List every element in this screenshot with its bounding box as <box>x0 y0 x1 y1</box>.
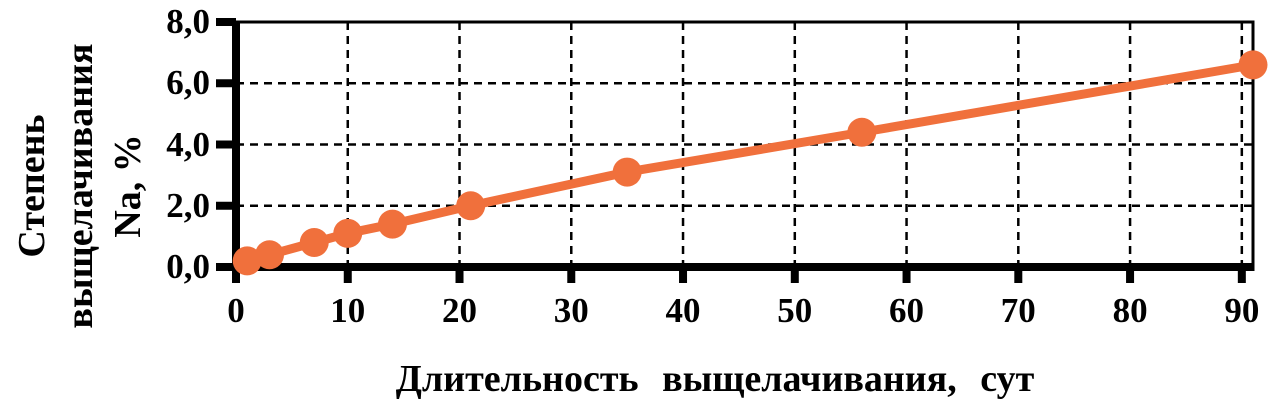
y-axis-tick <box>216 263 236 271</box>
y-axis-tick <box>216 201 236 210</box>
x-axis-title: Длительность выщелачивания, сут <box>395 358 1035 400</box>
x-tick-label: 70 <box>1000 291 1036 330</box>
x-axis-tick <box>790 267 799 283</box>
x-tick-label: 80 <box>1112 291 1148 330</box>
x-tick-label: 50 <box>777 291 813 330</box>
data-point-marker <box>255 240 285 270</box>
data-point-marker <box>299 228 329 257</box>
x-tick-label: 90 <box>1224 291 1260 330</box>
x-tick-label: 20 <box>442 291 478 330</box>
data-point-marker <box>1238 50 1268 80</box>
x-tick-label: 0 <box>227 291 245 330</box>
x-axis-tick <box>679 267 688 283</box>
y-tick-label: 2,0 <box>166 185 210 225</box>
x-axis-tick <box>455 267 464 283</box>
x-tick-label: 40 <box>665 291 701 330</box>
x-tick-label: 60 <box>889 291 925 330</box>
x-tick-label: 10 <box>330 291 366 330</box>
x-tick-label: 30 <box>553 291 589 330</box>
y-tick-label: 0,0 <box>166 247 210 286</box>
data-point-marker <box>612 157 642 187</box>
x-axis-tick <box>232 267 240 283</box>
x-axis-tick <box>902 267 911 283</box>
y-tick-label: 6,0 <box>166 63 210 103</box>
y-axis-tick <box>216 79 236 88</box>
x-axis-tick <box>343 267 352 283</box>
y-axis-tick <box>216 140 236 149</box>
y-axis-tick <box>216 18 236 26</box>
data-point-marker <box>456 191 486 221</box>
data-point-marker <box>333 218 363 248</box>
data-point-marker <box>232 246 262 276</box>
x-axis-tick <box>1126 267 1135 283</box>
x-axis-tick <box>567 267 576 283</box>
x-axis-tick <box>1237 267 1246 283</box>
data-point-marker <box>847 117 877 147</box>
x-axis-tick <box>1014 267 1023 283</box>
y-tick-label: 4,0 <box>166 124 210 164</box>
data-point-marker <box>377 209 407 239</box>
y-tick-label: 8,0 <box>166 2 210 41</box>
